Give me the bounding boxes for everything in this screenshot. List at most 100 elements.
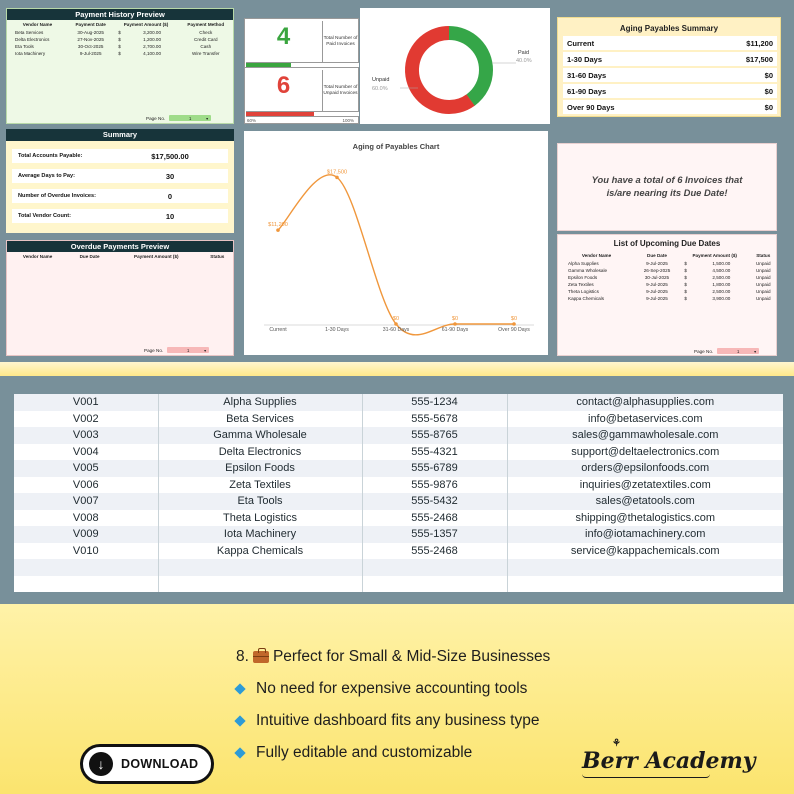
column-header: Payment Date (75, 22, 106, 27)
empty-cell (14, 559, 159, 576)
page-select[interactable]: 1 (167, 347, 210, 353)
date-cell: 9-Jul-2025 (646, 289, 668, 294)
status-cell: Unpaid (755, 289, 771, 294)
table-row: Zeta Textiles 9-Jul-2025 $1,800.00 Unpaid (558, 281, 776, 288)
page-select[interactable]: 1 (717, 348, 760, 354)
aging-chart-panel: Aging of Payables Chart $11,200 Current $1… (244, 131, 548, 355)
amount-cell: 2,700.00 (143, 44, 162, 49)
vendor-name-cell: Zeta Textiles (158, 476, 363, 493)
page-label: Page No. (144, 347, 164, 353)
feature-heading-text: Perfect for Small & Mid-Size Businesses (272, 648, 551, 665)
data-point (453, 322, 457, 326)
vendor-id-cell: V001 (14, 394, 159, 411)
vendor-id-cell: V007 (14, 493, 159, 510)
vendor-email-cell: contact@alphasupplies.com (507, 394, 783, 411)
download-label: DOWNLOAD (121, 757, 199, 771)
vendor-email-cell: info@betaservices.com (507, 410, 783, 427)
empty-cell (362, 575, 508, 592)
amount-cell: 2,500.00 (712, 275, 731, 280)
table-row: Iota Machinery 9-Jul-2025 $4,100.00 Wire Tr… (7, 50, 233, 57)
page-label: Page No. (694, 348, 714, 354)
vendor-phone-cell: 555-4321 (362, 443, 508, 460)
date-cell: 30-Jul-2025 (644, 275, 670, 280)
aging-summary-panel: Aging Payables Summary Current $11,200 1-… (557, 17, 781, 117)
data-label: $0 (511, 316, 517, 322)
column-header: Due Date (79, 254, 100, 259)
download-button[interactable]: ↓ DOWNLOAD (80, 744, 214, 784)
vendor-id-cell: V002 (14, 410, 159, 427)
vendor-row: V001 Alpha Supplies 555-1234 contact@alphas… (14, 394, 783, 411)
status-cell: Unpaid (755, 261, 771, 266)
empty-cell (507, 575, 783, 592)
vendor-name-cell: Beta Services (158, 410, 363, 427)
table-row: Alpha Supplies 9-Jul-2025 $1,500.00 Unpaid (558, 260, 776, 267)
amount-cell: 1,800.00 (712, 282, 731, 287)
upcoming-pager: Page No. 1 (694, 348, 760, 354)
vendor-phone-cell: 555-1357 (362, 526, 508, 543)
vendor-cell: Kappa Chemicals (568, 296, 605, 301)
table-row: Beta Services 30-Aug-2025 $3,200.00 Check (7, 29, 233, 36)
x-tick-label: 1-30 Days (325, 327, 349, 333)
amount-cell: 1,500.00 (712, 261, 731, 266)
table-row: Kappa Chemicals 9-Jul-2025 $3,900.00 Unpaid (558, 295, 776, 302)
summary-value: 10 (165, 211, 175, 221)
payment-history-table: Vendor Name Payment Date Payment Amount … (7, 20, 233, 57)
vendor-name-cell: Delta Electronics (158, 443, 363, 460)
sprout-icon: ⚘ (612, 738, 621, 749)
vendor-row: V004 Delta Electronics 555-4321 support@del… (14, 443, 783, 460)
aging-row: Current $11,200 (563, 36, 777, 50)
empty-cell (14, 575, 159, 592)
payment-history-pager: Page No. 1 (146, 115, 212, 121)
date-cell: 30-Aug-2025 (77, 30, 104, 35)
vendor-list-area: V001 Alpha Supplies 555-1234 contact@alphas… (0, 376, 794, 604)
page-select[interactable]: 1 (169, 115, 212, 121)
summary-row: Total Accounts Payable: $17,500.00 (12, 149, 228, 163)
summary-value: 0 (167, 191, 173, 201)
overdue-table: Vendor Name Due Date Payment Amount ($) … (7, 252, 233, 261)
vendor-row: V005 Epsilon Foods 555-6789 orders@epsilonf… (14, 460, 783, 477)
unpaid-progress-bar (246, 111, 359, 117)
table-row: Epsilon Foods 30-Jul-2025 $2,500.00 Unpaid (558, 274, 776, 281)
feature-bullet-text: Intuitive dashboard fits any business ty… (256, 712, 540, 729)
vendor-email-cell: inquiries@zetatextiles.com (507, 476, 783, 493)
aging-row: 31-60 Days $0 (563, 68, 777, 82)
currency-cell: $ (118, 51, 121, 56)
column-header: Vendor Name (22, 254, 53, 259)
vendor-cell: Eta Tools (15, 44, 34, 49)
vendor-phone-cell: 555-5432 (362, 493, 508, 510)
table-row: Theta Logistics 9-Jul-2025 $2,500.00 Unpaid (558, 288, 776, 295)
summary-row: Average Days to Pay: 30 (12, 169, 228, 183)
upcoming-due-dates-panel: List of Upcoming Due Dates Vendor Name D… (557, 234, 777, 356)
paid-unpaid-donut-panel: Paid 40.0% Unpaid 60.0% (360, 8, 550, 124)
column-header: Payment Method (187, 22, 225, 27)
x-tick-label: Over 90 Days (498, 327, 530, 333)
method-cell: Cash (200, 44, 212, 49)
vendor-phone-cell: 555-2468 (362, 542, 508, 559)
summary-row: Number of Overdue Invoices: 0 (12, 189, 228, 203)
brand-name: Berr Academy (582, 748, 756, 774)
vendor-name-cell: Epsilon Foods (158, 460, 363, 477)
donut-segment-paid (405, 26, 493, 114)
summary-label: Total Vendor Count: (18, 213, 72, 219)
currency-cell: $ (118, 37, 121, 42)
feature-number: 8. (236, 648, 249, 665)
paid-percent: 40.0% (516, 58, 532, 64)
dashboard-area: Payment History Preview Vendor Name Paym… (0, 0, 794, 362)
vendor-phone-cell: 555-8765 (362, 427, 508, 444)
vendor-cell: Gamma Wholesale (568, 268, 608, 273)
chart-title: Aging of Payables Chart (352, 142, 440, 151)
summary-label: Number of Overdue Invoices: (18, 193, 97, 199)
vendor-row: V009 Iota Machinery 555-1357 info@iotamachi… (14, 526, 783, 543)
unpaid-progress-end: 100% (342, 118, 354, 123)
empty-cell (158, 575, 363, 592)
vendor-phone-cell: 555-2468 (362, 509, 508, 526)
column-header: Payment Amount ($) (692, 253, 737, 258)
vendor-id-cell: V005 (14, 460, 159, 477)
currency-cell: $ (684, 261, 687, 266)
vendor-cell: Iota Machinery (15, 51, 46, 56)
vendor-cell: Theta Logistics (568, 289, 599, 294)
table-row: Eta Tools 30-Oct-2025 $2,700.00 Cash (7, 43, 233, 50)
feature-heading: 8. Perfect for Small & Mid-Size Business… (236, 648, 550, 666)
brand-underline (582, 774, 710, 778)
vendor-row: V008 Theta Logistics 555-2468 shipping@thet… (14, 509, 783, 526)
